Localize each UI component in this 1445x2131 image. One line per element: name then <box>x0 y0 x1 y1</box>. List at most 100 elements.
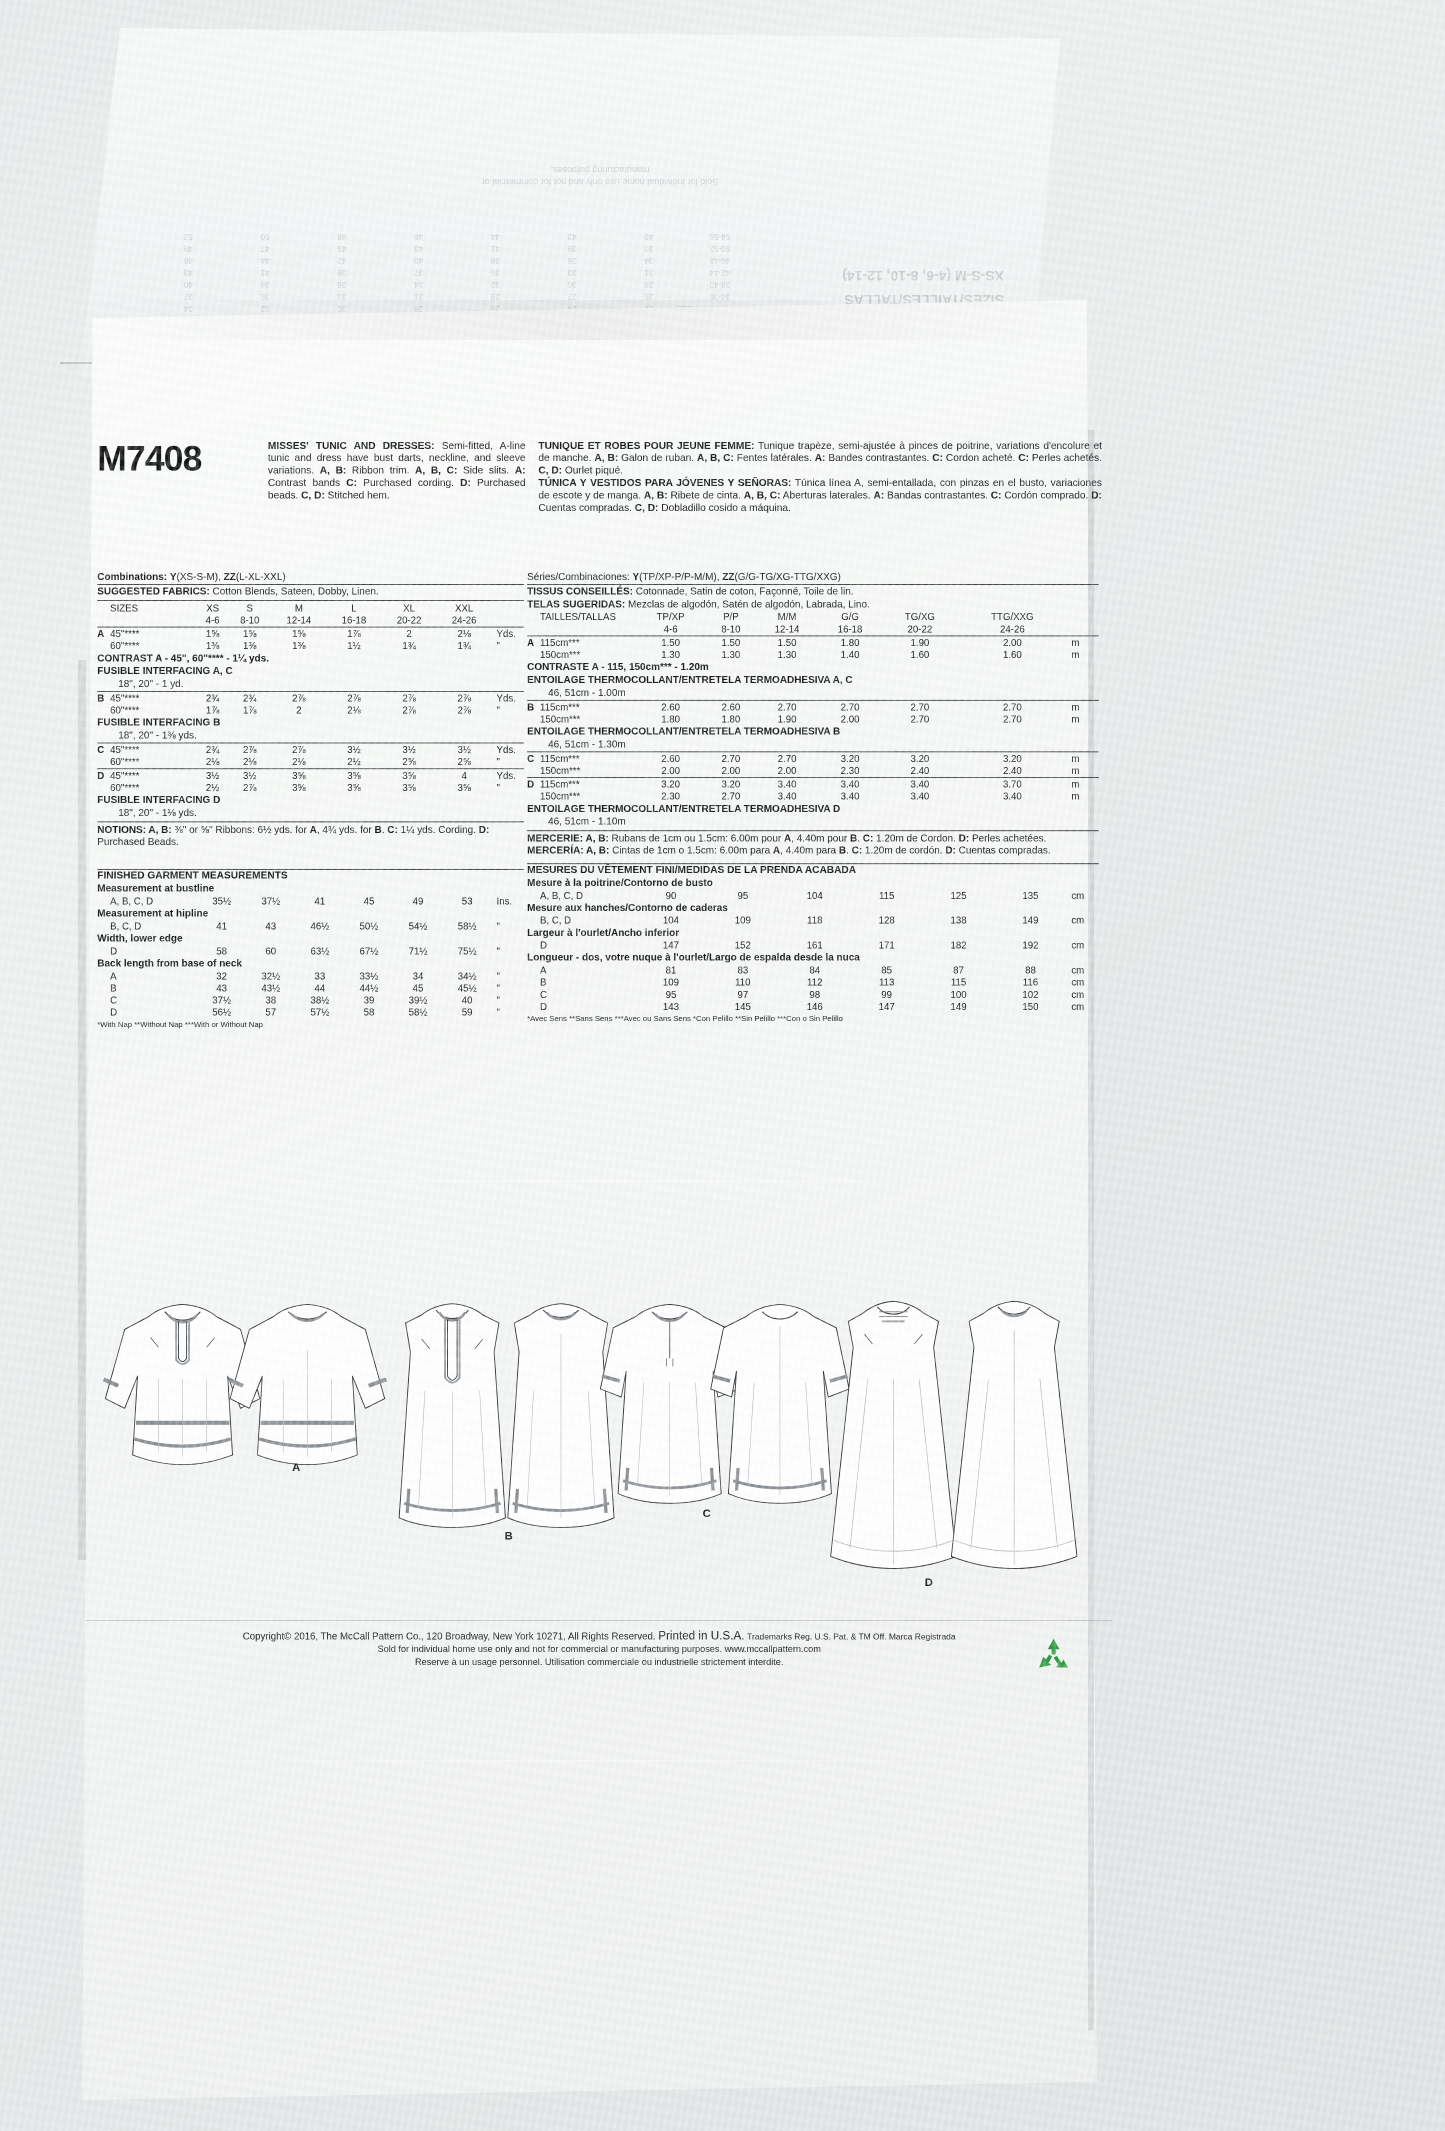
size-name: XXL <box>455 602 474 614</box>
yardage-value: 3⅝ <box>271 768 327 783</box>
figure-a-front <box>102 1304 263 1466</box>
suggested-fabrics-en: SUGGESTED FABRICS: Cotton Blends, Sateen… <box>97 585 379 597</box>
contrast-a: CONTRAST A - 45", 60"**** - 1¼ yds. <box>97 652 269 664</box>
fgm-value: 53 <box>461 895 473 907</box>
size-name: G/G <box>841 611 859 623</box>
yardage-row: A 45"**** 1⅝ 1⅝ 1⅝ 1⅞ 2 2⅛ Yds. <box>97 626 524 641</box>
ghost-sizes-values: XS-S-M (4-6, 8-10, 12-14) <box>842 268 1004 284</box>
yardage-value: 3.20 <box>706 777 756 791</box>
trademark-text: Trademarks Reg. U.S. Pat. & TM Off. Marc… <box>747 1632 956 1642</box>
fabric-width: 150cm*** <box>540 790 581 803</box>
interfacing-b-head: ENTOILAGE THERMOCOLLANT/ENTRETELA TERMOA… <box>527 725 841 737</box>
yardage-value: 1.50 <box>635 635 707 650</box>
fgm-row: D 56½ 57 57½ 58 58½ 59 " <box>97 1006 524 1018</box>
fgm-row-label: A, B, C, D <box>110 895 154 907</box>
yardage-table-imperial: SIZES XS S M L XL XXL 4-6 8-10 12-14 16-18 20-22 24-… <box>97 603 524 820</box>
ghost-cell: 40 <box>183 280 193 289</box>
ghost-cell: 43 <box>414 244 423 253</box>
yardage-unit: Yds. <box>491 742 524 757</box>
yardage-value: 2.60 <box>635 699 707 714</box>
yardage-value: 2⅞ <box>436 691 492 705</box>
view-letter: C <box>97 742 111 757</box>
yardage-value: 1⅝ <box>197 626 229 641</box>
fgm-value: 145 <box>734 1000 751 1012</box>
size-number: 4-6 <box>663 623 678 635</box>
yardage-value: 2.00 <box>777 765 797 777</box>
fgm-row-label: C <box>110 994 118 1006</box>
fgm-row: C 37½ 38 38½ 39 39½ 40 " <box>97 994 524 1006</box>
fgm-value: 99 <box>881 988 893 1000</box>
sizes-label: SIZES <box>110 602 139 614</box>
ghost-cell: 35 <box>490 268 500 277</box>
fgm-value: 83 <box>737 964 749 976</box>
yardage-row: 150cm*** 1.80 1.80 1.90 2.00 2.70 2.70 m <box>527 714 1099 726</box>
fgm-group-title: Longueur - dos, votre nuque à l'ourlet/L… <box>527 951 860 963</box>
fgm-unit: " <box>496 920 500 932</box>
yardage-value: 2.70 <box>818 699 882 714</box>
description-french-spanish: TUNIQUE ET ROBES POUR JEUNE FEMME: Tuniq… <box>538 440 1102 514</box>
ghost-legal: Sold for individual home use only and no… <box>481 165 719 187</box>
fgm-value: 59 <box>461 1006 473 1018</box>
yardage-value: 3⅝ <box>457 782 471 794</box>
view-letter: A <box>527 635 541 650</box>
fgm-value: 37½ <box>212 994 232 1006</box>
yardage-value: 3.40 <box>910 790 930 803</box>
yardage-value: 2⅛ <box>436 626 492 641</box>
fabric-width: 45"**** <box>110 691 198 705</box>
yardage-value: 2⅞ <box>326 691 382 705</box>
size-name: L <box>351 602 357 614</box>
yardage-value: 2¾ <box>197 742 229 757</box>
fgm-value: 40 <box>461 994 473 1006</box>
fgm-unit: cm <box>1071 914 1085 926</box>
fgm-value: 81 <box>665 964 677 976</box>
yardage-value: 1.60 <box>910 649 930 661</box>
yardage-row: A 115cm*** 1.50 1.50 1.50 1.80 1.90 2.00 m <box>527 635 1099 650</box>
yardage-value: 3⅝ <box>402 782 416 794</box>
fgm-row-label: B <box>110 982 117 994</box>
yardage-value: 1½ <box>347 640 361 652</box>
fgm-row-label: A <box>540 964 547 976</box>
fgm-unit: cm <box>1071 976 1085 988</box>
size-name: M <box>294 602 303 614</box>
fgm-row-label: B <box>540 976 547 988</box>
yardage-value: 4 <box>436 768 492 783</box>
fgm-value: 102 <box>1022 988 1039 1000</box>
ghost-cell: 46-48 <box>709 256 730 265</box>
finished-measurements-imperial: Measurement at bustline A, B, C, D 35½ 37½ 4… <box>97 882 524 1018</box>
yardage-unit: Yds. <box>491 626 524 641</box>
ghost-cell: 40 <box>414 256 423 265</box>
yardage-value: 3½ <box>197 768 229 783</box>
nap-note-fr: *Avec Sens **Sans Sens ***Avec ou Sans S… <box>527 1014 843 1024</box>
yardage-value: 3.40 <box>755 777 819 791</box>
fgm-value: 41 <box>314 895 326 907</box>
view-letter <box>527 714 540 726</box>
fgm-value: 149 <box>1022 914 1039 926</box>
description-spanish: TÚNICA Y VESTIDOS PARA JÓVENES Y SEÑORAS… <box>538 477 1102 514</box>
yardage-value: 2.70 <box>706 751 756 766</box>
fgm-value: 54½ <box>408 920 428 932</box>
yardage-value: 1⅜ <box>205 640 220 652</box>
yardage-unit: m <box>1066 699 1099 714</box>
size-number: 20-22 <box>396 614 422 626</box>
yardage-unit: m <box>1066 751 1099 766</box>
interfacing-ac-val: 46, 51cm - 1.00m <box>548 687 626 699</box>
ghost-cell: 46 <box>414 232 423 241</box>
fgm-value: 109 <box>662 976 680 988</box>
yardage-value: 2⅞ <box>381 691 437 705</box>
description-english: MISSES' TUNIC AND DRESSES: Semi-fitted, … <box>267 439 526 501</box>
fgm-value: 97 <box>737 988 749 1000</box>
fgm-value: 33 <box>314 970 326 982</box>
fgm-value: 38½ <box>310 994 330 1006</box>
yardage-row: 60"**** 2½ 2⅞ 3⅝ 3⅝ 3⅝ 3⅝ " <box>97 782 524 794</box>
fgm-value: 39½ <box>408 994 428 1006</box>
fabric-width: 150cm*** <box>540 765 581 777</box>
footer-divider <box>86 1620 1113 1621</box>
usage-line-fr: Reserve à un usage personnel. Utilisatio… <box>414 1657 784 1668</box>
notions-fr: MERCERIE: A, B: Rubans de 1cm ou 1.5cm: … <box>527 832 1047 845</box>
fgm-value: 115 <box>950 976 967 988</box>
fgm-value: 35½ <box>212 895 232 907</box>
yardage-row: D 115cm*** 3.20 3.20 3.40 3.40 3.40 3.70 m <box>527 777 1099 791</box>
copyright-line: Copyright© 2016, The McCall Pattern Co.,… <box>86 1630 1112 1644</box>
imperial-panel: Combinations: Y(XS-S-M), ZZ(L-XL-XXL) SU… <box>97 571 524 1029</box>
